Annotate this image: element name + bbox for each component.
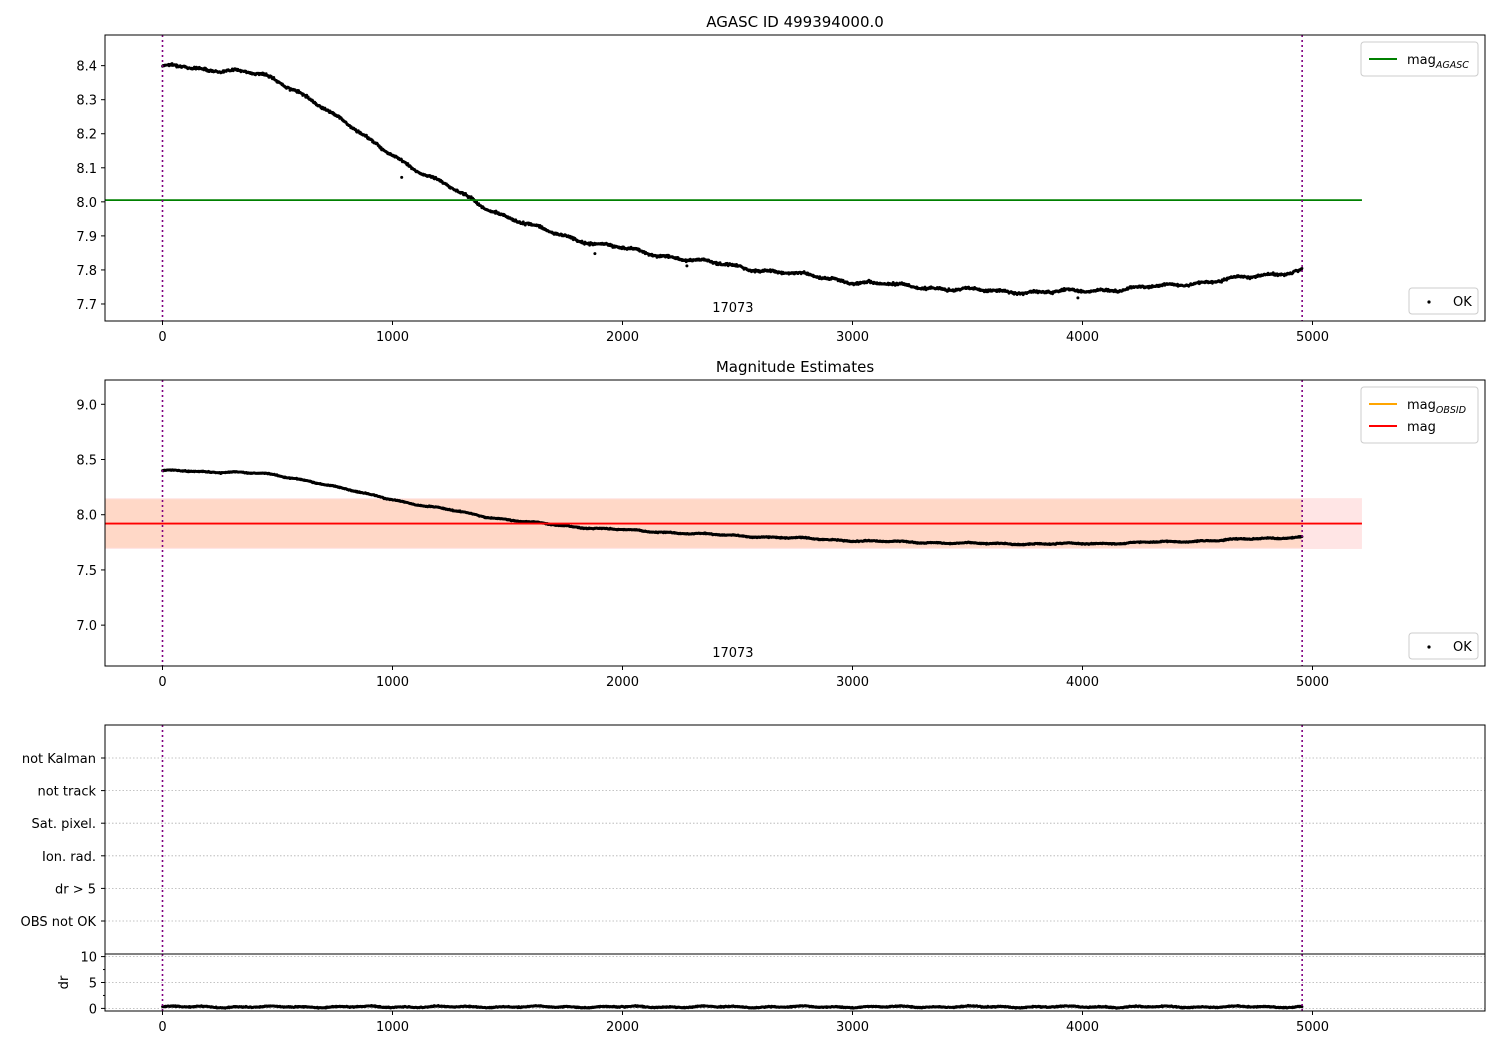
background-layer	[105, 498, 1485, 1009]
data-point	[1300, 267, 1304, 270]
outlier-point	[400, 175, 404, 179]
outlier-point	[685, 264, 689, 268]
series-OK-1	[161, 468, 1304, 547]
outlier-point	[1076, 296, 1080, 300]
data-layer	[161, 62, 1304, 1010]
outlier-point	[593, 252, 597, 256]
series-dr-3	[161, 1003, 1304, 1010]
series-OK-0	[161, 62, 1304, 300]
